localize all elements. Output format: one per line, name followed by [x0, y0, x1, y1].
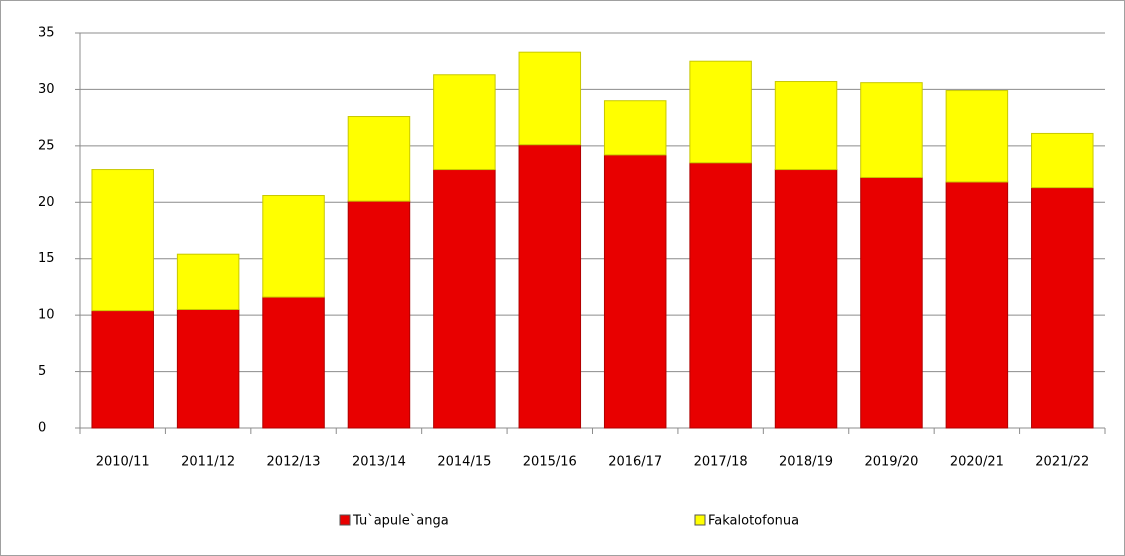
legend-swatch — [339, 514, 351, 526]
x-tick-label: 2020/21 — [950, 455, 1004, 470]
bar-segment — [860, 176, 923, 429]
bar-segment — [603, 154, 667, 429]
x-tick-label: 2013/14 — [352, 455, 406, 470]
x-tick-label: 2010/11 — [96, 455, 150, 470]
bar-segment — [433, 74, 496, 171]
x-tick-label: 2014/15 — [437, 455, 491, 470]
bar-segment — [518, 51, 582, 146]
y-tick-label: 30 — [38, 82, 55, 97]
bar-segment — [433, 169, 496, 429]
x-tick-label: 2011/12 — [181, 455, 235, 470]
legend-swatch — [694, 514, 706, 526]
x-tick-label: 2016/17 — [608, 455, 662, 470]
y-tick-label: 20 — [38, 195, 55, 210]
bar-segment — [774, 81, 838, 171]
x-tick-label: 2018/19 — [779, 455, 833, 470]
bar-segment — [945, 181, 1009, 429]
bar-segment — [860, 82, 923, 178]
y-tick-label: 0 — [38, 421, 46, 436]
bar-segment — [262, 195, 325, 298]
bar-segment — [603, 100, 667, 156]
y-tick-label: 5 — [38, 364, 46, 379]
legend-label: Tu`apule`anga — [352, 514, 449, 529]
bar-segment — [347, 200, 411, 429]
bar-segment — [176, 253, 240, 310]
bar-segment — [1031, 187, 1094, 429]
bar-segment — [91, 310, 154, 429]
y-tick-label: 10 — [38, 308, 55, 323]
bar-segment — [1031, 132, 1094, 189]
bar-segment — [774, 169, 838, 429]
bar-segment — [176, 309, 240, 429]
x-tick-label: 2012/13 — [267, 455, 321, 470]
y-tick-label: 15 — [38, 251, 55, 266]
legend-label: Fakalotofonua — [708, 514, 799, 529]
bar-segment — [91, 169, 154, 312]
bar-segment — [518, 144, 582, 429]
bar-segment — [262, 296, 325, 429]
x-tick-label: 2019/20 — [864, 455, 918, 470]
bar-segment — [689, 162, 752, 429]
bar-segment — [689, 60, 752, 164]
bar-segment — [945, 90, 1009, 183]
x-tick-label: 2015/16 — [523, 455, 577, 470]
bar-segment — [347, 116, 411, 202]
y-tick-label: 25 — [38, 138, 55, 153]
x-tick-label: 2017/18 — [694, 455, 748, 470]
x-tick-label: 2021/22 — [1035, 455, 1089, 470]
y-tick-label: 35 — [38, 26, 55, 41]
